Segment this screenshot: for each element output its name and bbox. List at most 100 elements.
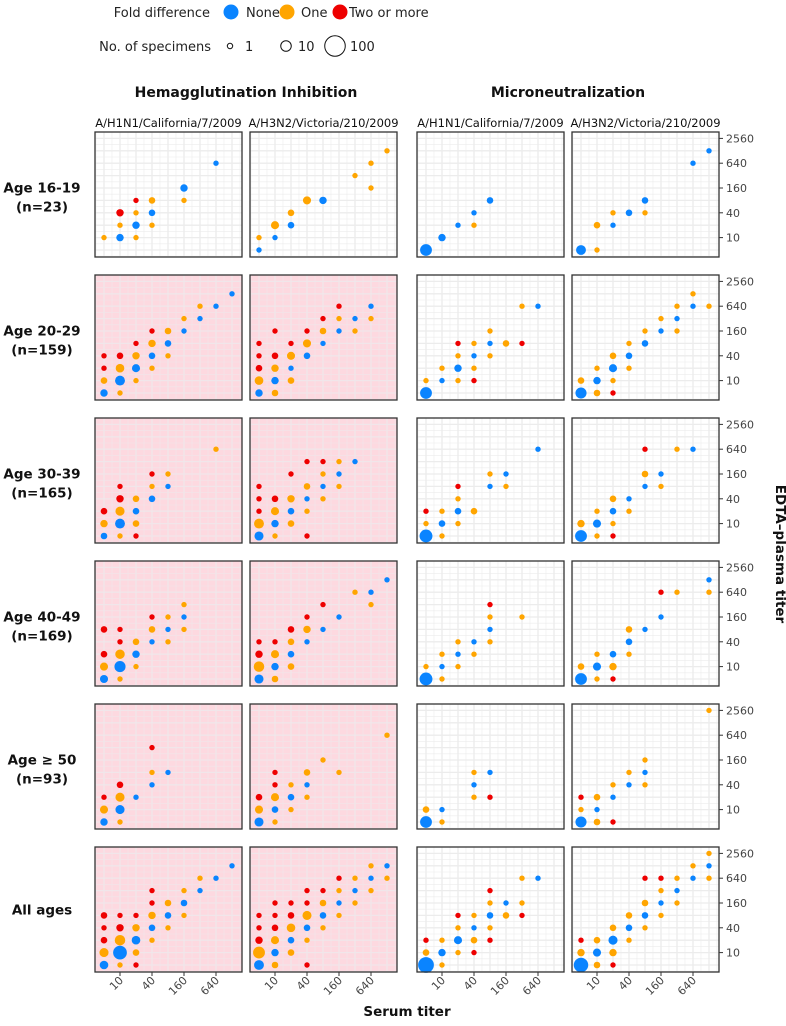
data-point — [594, 365, 600, 371]
data-point — [272, 234, 278, 241]
data-point — [304, 508, 310, 514]
legend-size-label: 100 — [350, 40, 375, 55]
data-point — [101, 234, 107, 241]
x-tick-label: 10 — [262, 974, 281, 993]
data-point — [471, 210, 477, 216]
data-point — [288, 806, 294, 813]
data-point — [132, 495, 140, 503]
panel-r3-c0 — [94, 560, 243, 687]
data-point — [101, 353, 107, 359]
panel-border — [416, 274, 565, 401]
panel-border — [571, 417, 720, 544]
data-point — [578, 937, 584, 943]
data-point — [352, 887, 358, 894]
panel-border — [416, 560, 565, 687]
data-point — [117, 483, 123, 490]
data-point — [164, 912, 172, 919]
data-point — [609, 662, 617, 671]
data-point — [674, 887, 680, 894]
data-point — [454, 364, 462, 372]
panel-border — [94, 274, 243, 401]
data-point — [487, 340, 493, 347]
data-point — [470, 936, 478, 944]
data-point — [439, 365, 445, 371]
data-point — [116, 352, 124, 360]
legend-size-label: 1 — [245, 40, 253, 55]
y-tick-label: 10 — [726, 232, 740, 245]
data-point — [626, 651, 632, 657]
data-point — [303, 625, 311, 634]
data-point — [148, 352, 156, 360]
data-point — [148, 339, 156, 348]
y-tick-label: 160 — [726, 611, 747, 624]
legend-swatch-none — [223, 4, 239, 20]
data-point — [255, 389, 263, 397]
data-point — [100, 912, 108, 919]
data-point — [117, 912, 123, 919]
data-point — [336, 303, 342, 309]
data-point — [471, 377, 477, 384]
data-point — [593, 818, 601, 826]
data-point — [674, 328, 680, 334]
data-point — [593, 376, 601, 385]
data-point — [487, 937, 493, 943]
data-point — [455, 496, 461, 502]
panel-r1-c0 — [94, 274, 243, 401]
data-point — [592, 662, 602, 671]
data-point — [594, 806, 600, 813]
x-tick-label: 160 — [166, 974, 190, 998]
row-label: Age 20-29 — [3, 324, 80, 340]
legend-fold-title: Fold difference — [114, 6, 210, 21]
data-point — [149, 887, 155, 894]
data-point — [148, 924, 156, 932]
data-point — [626, 937, 632, 943]
x-tick-label: 40 — [294, 974, 313, 993]
y-tick-label: 40 — [726, 779, 740, 792]
data-point — [286, 351, 296, 360]
y-tick-label: 40 — [726, 493, 740, 506]
panel-border — [416, 703, 565, 830]
data-point — [100, 650, 108, 658]
data-point — [181, 197, 187, 204]
panel-r2-c3 — [571, 417, 720, 544]
data-point — [181, 601, 187, 608]
data-point — [132, 949, 140, 956]
panel-border — [416, 846, 565, 973]
data-point — [352, 315, 358, 322]
data-point — [181, 328, 187, 334]
data-point — [319, 899, 327, 907]
data-point — [256, 508, 262, 514]
panel-r2-c0 — [94, 417, 243, 544]
data-point — [487, 794, 493, 800]
data-point — [101, 925, 107, 931]
data-point — [658, 483, 664, 490]
y-tick-label: 10 — [726, 804, 740, 817]
data-point — [455, 340, 461, 347]
data-point — [439, 819, 445, 825]
x-axis-title: Serum titer — [363, 1004, 451, 1020]
data-point — [271, 948, 279, 957]
data-point — [502, 340, 510, 347]
data-point — [368, 601, 374, 608]
data-point — [165, 639, 171, 645]
data-point — [674, 303, 680, 309]
data-point — [502, 912, 510, 919]
x-tick-label: 160 — [321, 974, 345, 998]
data-point — [486, 197, 494, 204]
data-point — [423, 663, 429, 670]
data-point — [149, 614, 155, 620]
data-point — [336, 887, 342, 894]
data-point — [626, 508, 632, 514]
data-point — [132, 221, 140, 229]
data-point — [487, 887, 493, 894]
data-point — [487, 769, 493, 776]
data-point — [593, 389, 601, 397]
panel-r2-c1 — [249, 417, 398, 544]
data-point — [471, 925, 477, 931]
data-point — [100, 532, 108, 540]
data-point — [287, 638, 295, 646]
data-point — [471, 222, 477, 228]
data-point — [304, 937, 310, 943]
data-point — [133, 663, 139, 670]
data-point — [288, 900, 294, 906]
